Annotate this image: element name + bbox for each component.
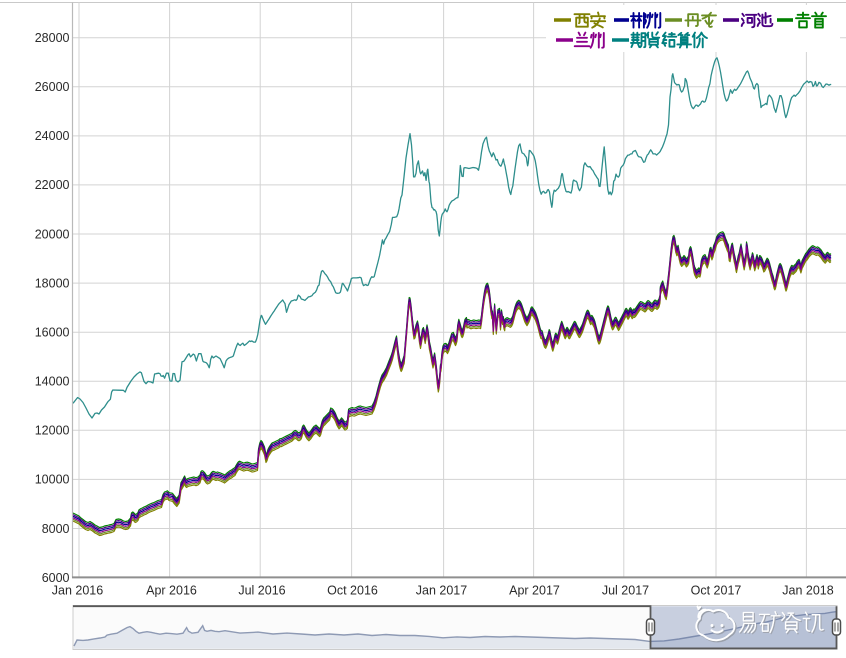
svg-text:10000: 10000 [35, 473, 70, 487]
svg-text:Oct 2016: Oct 2016 [327, 584, 378, 598]
svg-text:Jul 2017: Jul 2017 [602, 584, 649, 598]
svg-text:Apr 2016: Apr 2016 [146, 584, 197, 598]
svg-text:Jul 2016: Jul 2016 [238, 584, 285, 598]
svg-text:Apr 2017: Apr 2017 [509, 584, 560, 598]
svg-text:14000: 14000 [35, 375, 70, 389]
svg-text:6000: 6000 [42, 571, 70, 585]
svg-text:28000: 28000 [35, 31, 70, 45]
svg-text:Jan 2017: Jan 2017 [416, 584, 467, 598]
svg-text:16000: 16000 [35, 326, 70, 340]
svg-text:24000: 24000 [35, 129, 70, 143]
svg-text:Oct 2017: Oct 2017 [691, 584, 742, 598]
svg-text:20000: 20000 [35, 227, 70, 241]
svg-text:26000: 26000 [35, 80, 70, 94]
svg-text:Jan 2016: Jan 2016 [52, 584, 103, 598]
svg-text:12000: 12000 [35, 424, 70, 438]
svg-text:8000: 8000 [42, 522, 70, 536]
svg-text:22000: 22000 [35, 178, 70, 192]
svg-text:18000: 18000 [35, 276, 70, 290]
svg-text:Jan 2018: Jan 2018 [782, 584, 833, 598]
